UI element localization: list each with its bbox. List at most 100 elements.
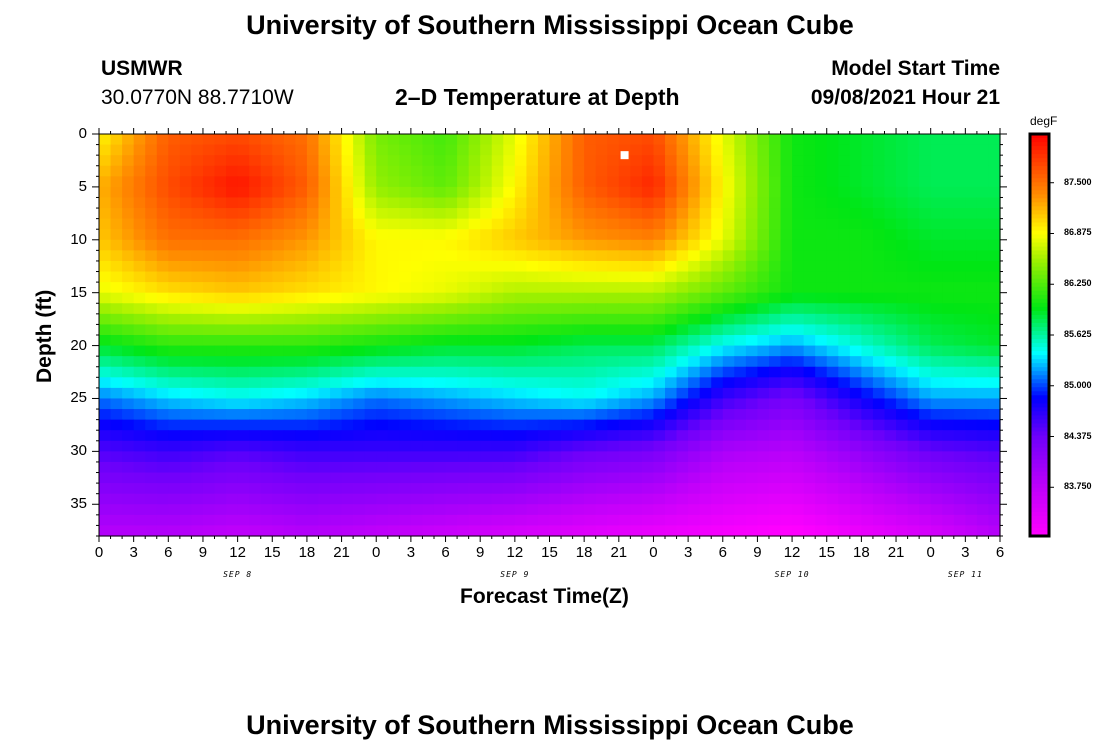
heatmap-cell: [364, 260, 377, 273]
heatmap-cell: [306, 144, 320, 156]
heatmap-cell: [537, 229, 551, 241]
heatmap-cell: [283, 335, 296, 347]
heatmap-cell: [306, 493, 320, 505]
heatmap-cell: [872, 134, 886, 146]
heatmap-cell: [572, 313, 585, 326]
heatmap-cell: [849, 208, 862, 220]
heatmap-cell: [942, 514, 955, 527]
heatmap-cell: [711, 377, 724, 389]
heatmap-cell: [988, 335, 1001, 347]
heatmap-cell: [433, 292, 447, 304]
heatmap-cell: [330, 335, 343, 347]
heatmap-cell: [630, 472, 643, 484]
heatmap-cell: [445, 292, 458, 304]
heatmap-cell: [179, 409, 193, 421]
heatmap-cell: [202, 514, 216, 527]
heatmap-cell: [584, 271, 597, 283]
heatmap-cell: [953, 451, 966, 463]
heatmap-cell: [815, 493, 828, 505]
heatmap-cell: [768, 398, 782, 410]
heatmap-cell: [306, 356, 320, 368]
heatmap-cell: [884, 208, 897, 220]
heatmap-cell: [792, 377, 805, 389]
heatmap-cell: [306, 218, 320, 230]
heatmap-cell: [249, 260, 262, 273]
heatmap-cell: [226, 366, 239, 378]
heatmap-cell: [295, 271, 308, 283]
heatmap-cell: [145, 303, 158, 315]
heatmap-cell: [595, 430, 608, 442]
heatmap-cell: [179, 176, 193, 188]
heatmap-cell: [457, 419, 470, 431]
heatmap-cell: [260, 409, 273, 421]
heatmap-cell: [896, 525, 909, 537]
heatmap-cell: [514, 440, 527, 452]
heatmap-cell: [537, 345, 551, 357]
heatmap-cell: [884, 356, 897, 368]
heatmap-cell: [826, 186, 839, 199]
heatmap-cell: [768, 208, 782, 220]
heatmap-cell: [399, 461, 412, 474]
heatmap-cell: [364, 186, 377, 199]
heatmap-cell: [676, 419, 689, 431]
heatmap-cell: [976, 218, 990, 230]
heatmap-cell: [353, 356, 366, 368]
heatmap-cell: [780, 250, 793, 262]
heatmap-cell: [757, 176, 770, 188]
heatmap-cell: [433, 430, 447, 442]
heatmap-cell: [272, 335, 285, 347]
heatmap-cell: [757, 218, 770, 230]
heatmap-cell: [122, 356, 135, 368]
heatmap-cell: [780, 271, 793, 283]
heatmap-cell: [942, 144, 955, 156]
heatmap-cell: [468, 514, 481, 527]
heatmap-cell: [526, 472, 539, 484]
heatmap-cell: [295, 134, 308, 146]
heatmap-cell: [896, 335, 909, 347]
heatmap-cell: [699, 250, 712, 262]
heatmap-cell: [526, 398, 539, 410]
heatmap-cell: [260, 430, 273, 442]
heatmap-cell: [942, 461, 955, 474]
heatmap-cell: [630, 398, 643, 410]
heatmap-cell: [907, 144, 920, 156]
heatmap-cell: [965, 260, 978, 273]
heatmap-cell: [214, 208, 227, 220]
heatmap-cell: [399, 451, 412, 463]
heatmap-cell: [988, 366, 1001, 378]
heatmap-cell: [711, 218, 724, 230]
heatmap-cell: [896, 366, 909, 378]
heatmap-cell: [803, 260, 816, 273]
heatmap-cell: [145, 260, 158, 273]
heatmap-cell: [930, 525, 943, 537]
heatmap-cell: [757, 239, 770, 251]
colorbar-segment: [1030, 198, 1049, 203]
heatmap-cell: [861, 186, 874, 199]
heatmap-cell: [341, 461, 354, 474]
heatmap-cell: [919, 514, 932, 527]
heatmap-cell: [734, 186, 747, 199]
heatmap-cell: [179, 335, 193, 347]
heatmap-cell: [907, 430, 920, 442]
heatmap-cell: [584, 186, 597, 199]
heatmap-cell: [156, 260, 169, 273]
heatmap-cell: [976, 398, 990, 410]
heatmap-cell: [688, 472, 701, 484]
heatmap-cell: [965, 504, 978, 516]
heatmap-cell: [768, 504, 782, 516]
heatmap-cell: [653, 472, 666, 484]
heatmap-cell: [133, 366, 146, 378]
heatmap-cell: [318, 271, 331, 283]
heatmap-cell: [526, 282, 539, 294]
heatmap-cell: [480, 335, 493, 347]
heatmap-cell: [503, 377, 516, 389]
heatmap-cell: [919, 493, 932, 505]
heatmap-cell: [711, 366, 724, 378]
heatmap-cell: [191, 451, 204, 463]
heatmap-cell: [722, 377, 735, 389]
heatmap-cell: [260, 514, 273, 527]
heatmap-cell: [665, 493, 678, 505]
heatmap-cell: [641, 409, 655, 421]
colorbar-segment: [1030, 431, 1049, 437]
heatmap-cell: [953, 398, 966, 410]
